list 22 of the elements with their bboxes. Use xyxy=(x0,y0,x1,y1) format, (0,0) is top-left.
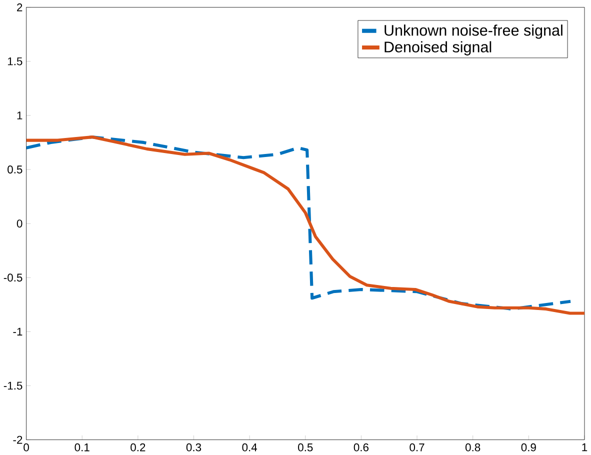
y-tick-label: -0.5 xyxy=(4,274,22,282)
x-tick-label: 0.6 xyxy=(354,444,369,452)
y-tick-label: 1 xyxy=(17,112,22,120)
x-tick-label: 0.8 xyxy=(466,444,480,452)
y-tick-label: 0 xyxy=(16,220,22,228)
legend-label: Unknown noise-free signal xyxy=(384,24,562,39)
x-tick-label: 0.4 xyxy=(242,444,258,452)
y-tick-label: -1.5 xyxy=(4,382,22,390)
x-tick-label: 0.5 xyxy=(298,444,313,452)
x-tick-label: 0.1 xyxy=(74,444,90,452)
y-tick-label: 1.5 xyxy=(8,58,22,66)
x-tick-label: 0.3 xyxy=(186,444,202,452)
x-tick-label: 0.9 xyxy=(521,444,536,452)
y-tick-label: 2 xyxy=(17,4,22,12)
y-tick-label: -2 xyxy=(13,436,22,444)
y-tick-label: 0.5 xyxy=(8,166,22,174)
x-tick-label: 0.7 xyxy=(410,444,424,452)
x-tick-label: 1 xyxy=(582,444,588,452)
y-tick-label: -1 xyxy=(13,328,22,336)
legend-label: Denoised signal xyxy=(384,41,492,56)
x-tick-label: 0.2 xyxy=(130,444,146,452)
x-tick-label: 0 xyxy=(24,444,29,452)
